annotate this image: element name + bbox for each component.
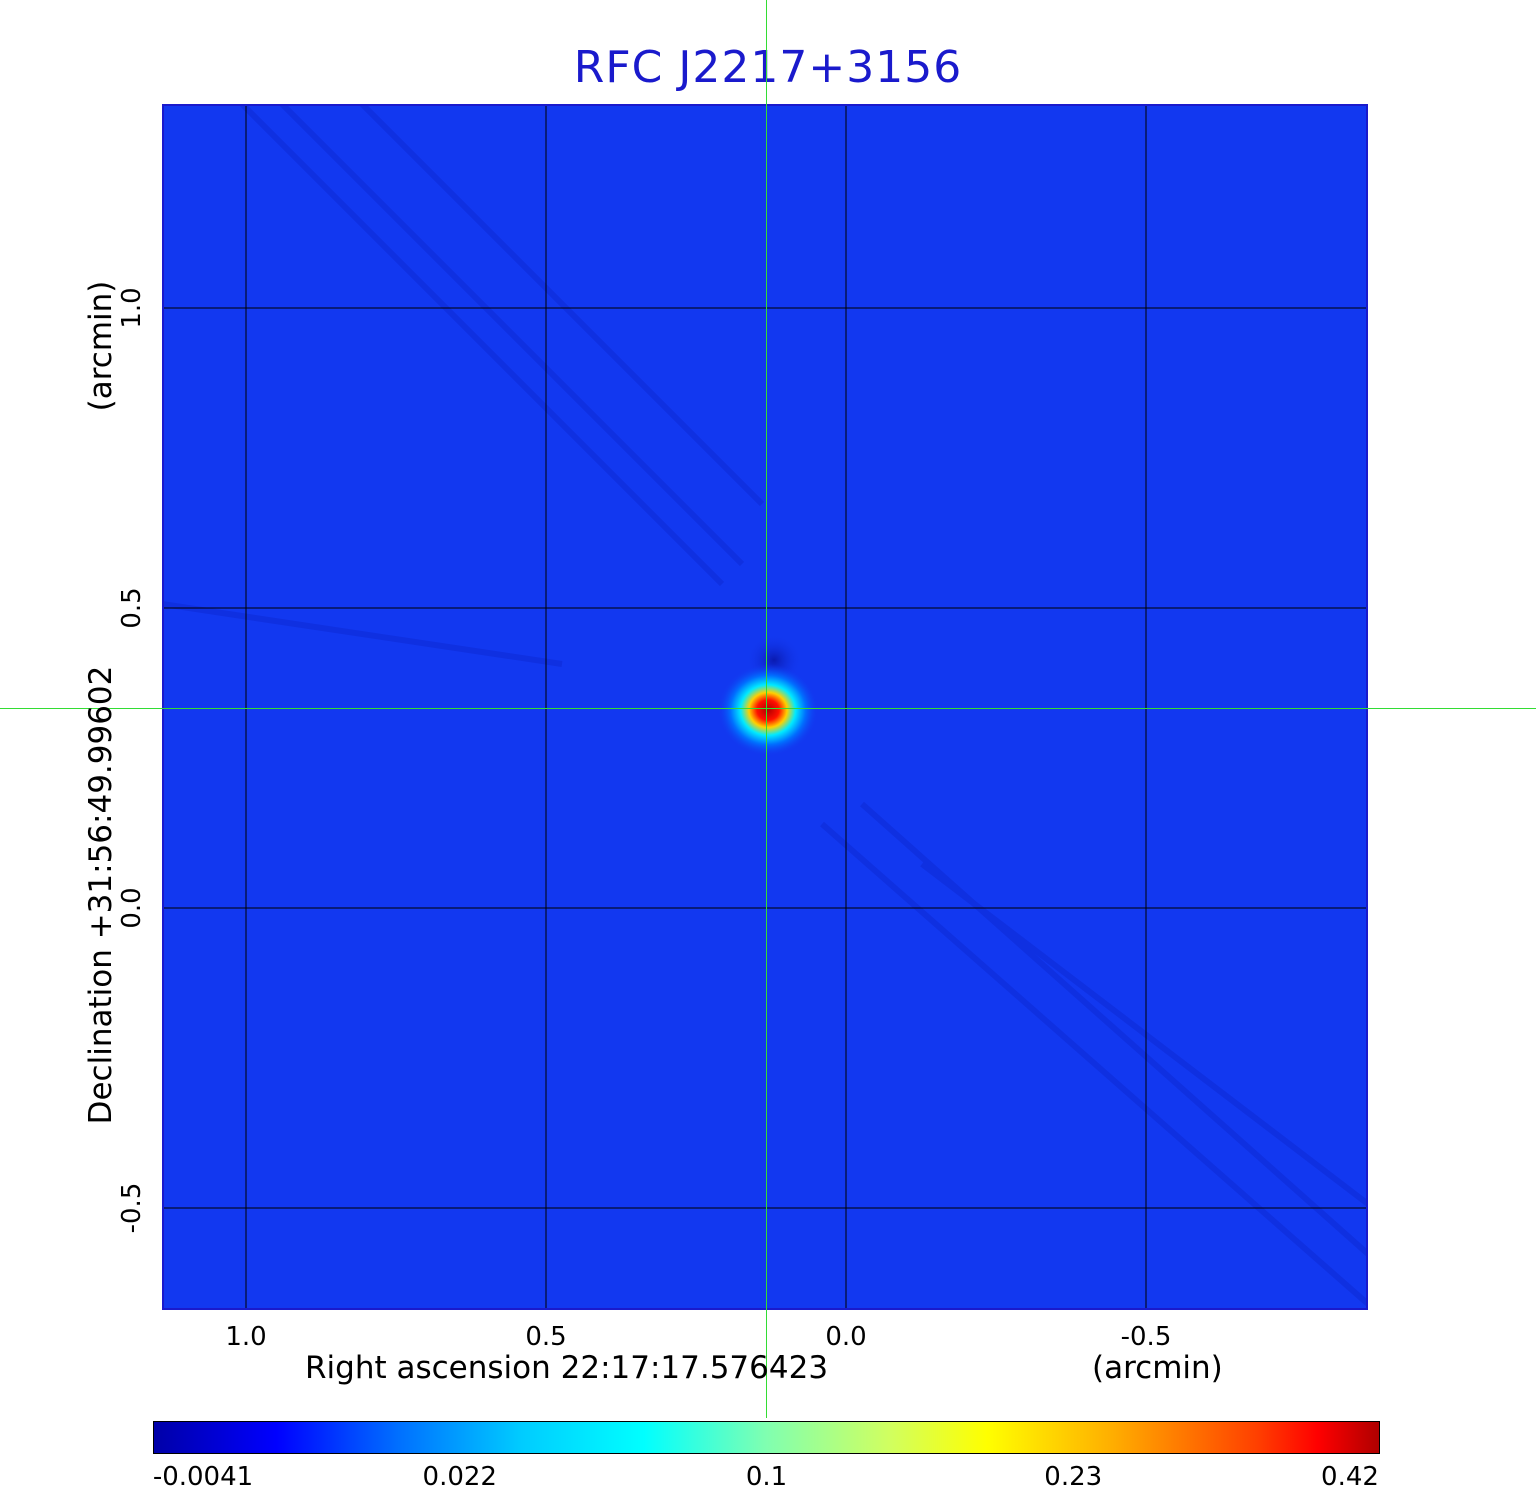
sidelobe-streaks	[162, 104, 1368, 1307]
colorbar	[153, 1421, 1380, 1454]
crosshair-vertical[interactable]	[766, 0, 767, 1418]
x-axis-unit: (arcmin)	[1092, 1350, 1223, 1386]
colorbar-tick-label: 0.022	[422, 1462, 497, 1492]
y-tick-label: 0.5	[117, 587, 147, 629]
colorbar-tick-label: 0.1	[745, 1462, 788, 1492]
y-axis-unit: (arcmin)	[83, 280, 119, 412]
grid-lines	[162, 104, 1368, 1310]
colorbar-tick-label: -0.0041	[152, 1462, 254, 1492]
y-tick-label: 0.0	[117, 887, 147, 929]
x-tick-label: 0.0	[825, 1322, 867, 1352]
crosshair-horizontal[interactable]	[0, 708, 1536, 709]
colorbar-tick-label: 0.23	[1044, 1462, 1103, 1492]
chart-title: RFC J2217+3156	[573, 42, 963, 93]
y-tick-label: -0.5	[117, 1182, 147, 1234]
y-axis-label: Declination +31:56:49.99602	[83, 665, 119, 1125]
colorbar-tick-label: 0.42	[1321, 1462, 1379, 1492]
x-tick-label: -0.5	[1120, 1322, 1172, 1352]
x-tick-label: 1.0	[225, 1322, 267, 1352]
image-plot-area[interactable]	[162, 104, 1368, 1310]
x-tick-label: 0.5	[525, 1322, 567, 1352]
y-tick-label: 1.0	[117, 287, 147, 329]
x-axis-label: Right ascension 22:17:17.576423	[305, 1350, 829, 1386]
source-peak	[718, 664, 818, 756]
